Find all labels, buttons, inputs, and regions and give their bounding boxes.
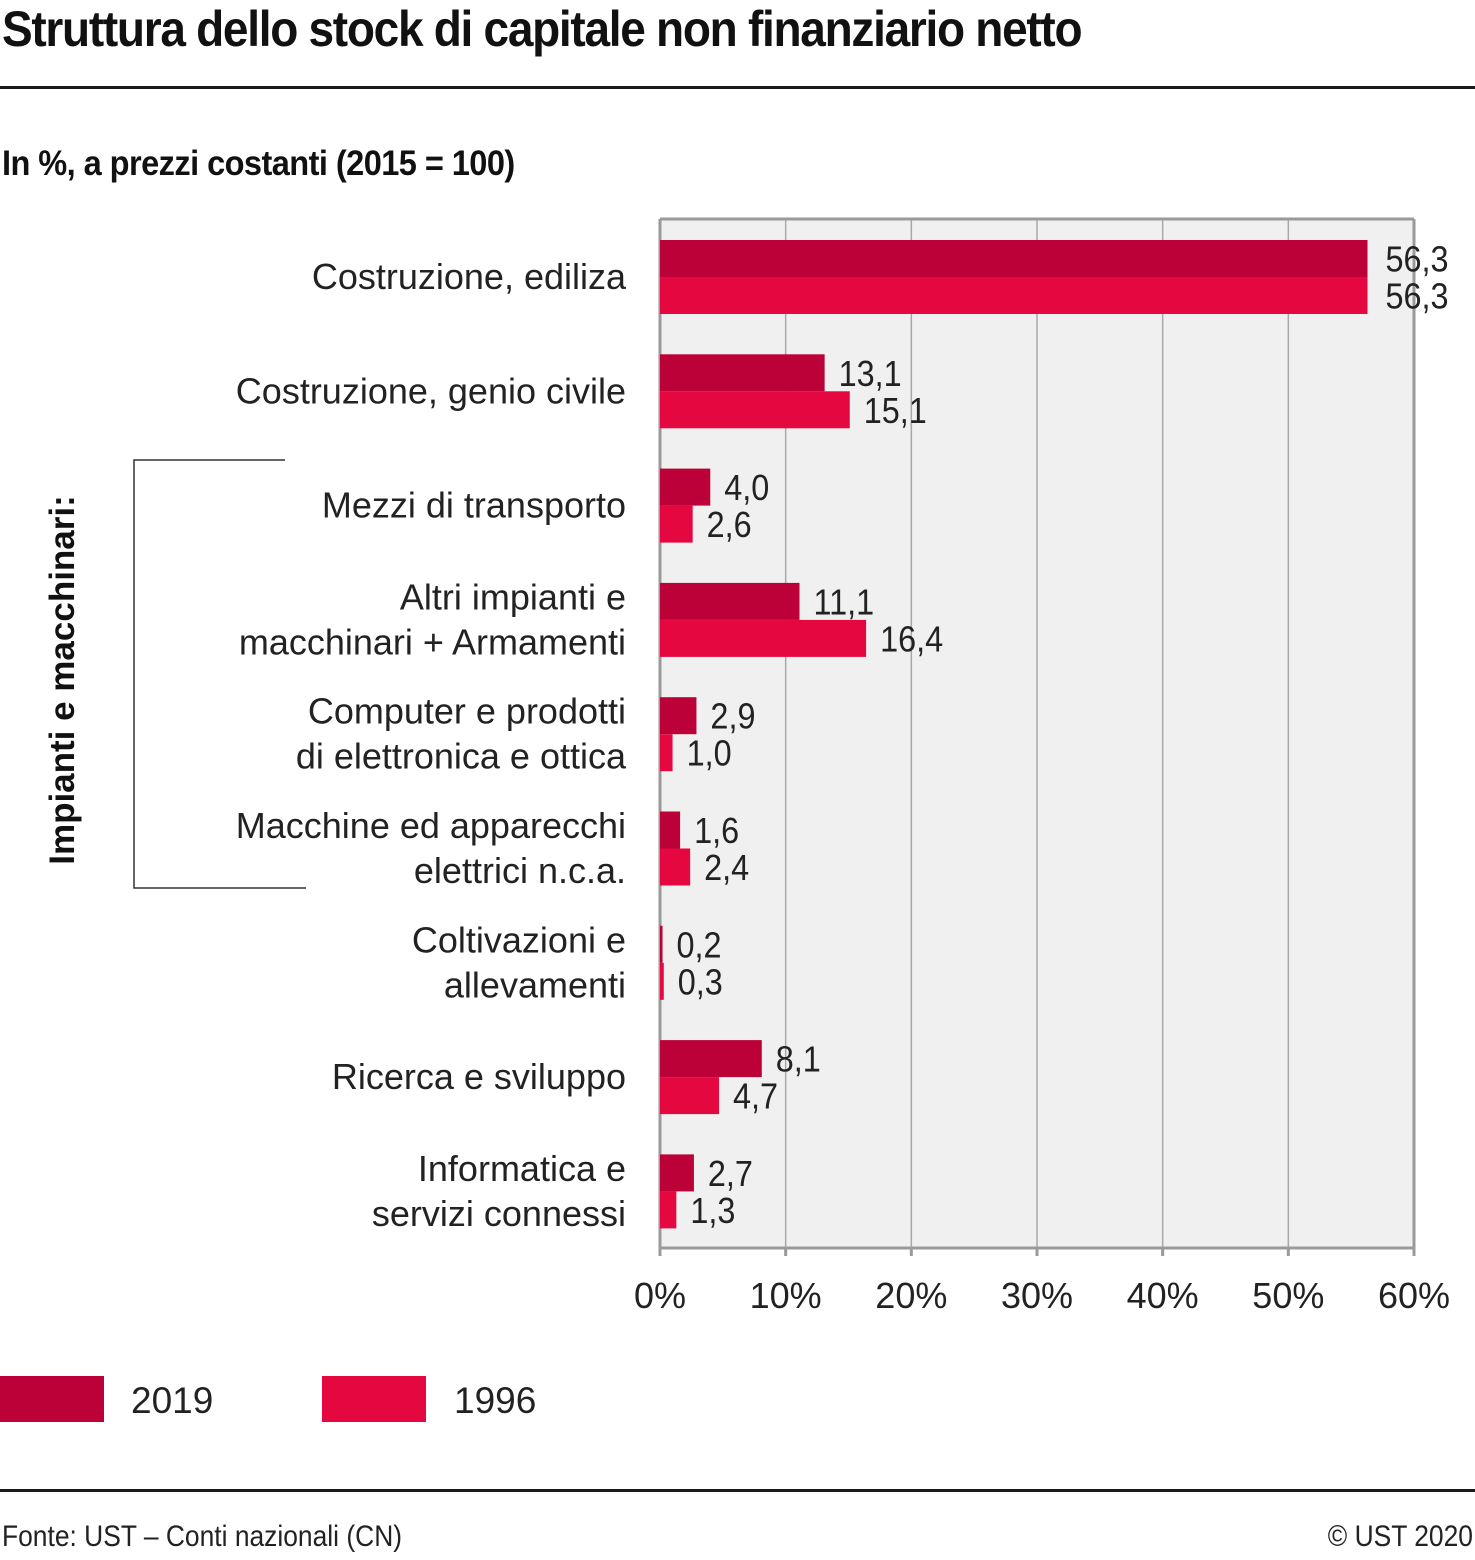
category-label: Ricerca e sviluppo <box>332 1056 626 1097</box>
category-label: elettrici n.c.a. <box>414 850 626 891</box>
legend-label-2019: 2019 <box>131 1380 214 1421</box>
value-label-2019: 0,2 <box>677 926 722 966</box>
category-label: Costruzione, genio civile <box>236 370 626 411</box>
value-label-1996: 2,6 <box>707 506 752 546</box>
value-label-2019: 8,1 <box>776 1040 821 1080</box>
bar-2019 <box>660 925 663 963</box>
bar-1996 <box>660 391 850 429</box>
category-label: allevamenti <box>444 964 626 1005</box>
bar-1996 <box>660 1077 720 1115</box>
bar-chart: 56,356,313,115,14,02,611,116,42,91,01,62… <box>43 217 1450 1316</box>
value-label-1996: 56,3 <box>1386 277 1449 317</box>
bar-1996 <box>660 1191 677 1229</box>
value-label-2019: 13,1 <box>839 354 902 394</box>
copyright-note: © UST 2020 <box>1327 1520 1473 1553</box>
bar-2019 <box>660 697 697 735</box>
legend-swatch-2019 <box>0 1376 104 1422</box>
bars <box>660 240 1368 1229</box>
value-label-2019: 2,9 <box>710 697 755 737</box>
value-label-2019: 56,3 <box>1386 240 1449 280</box>
category-label: Altri impianti e <box>400 576 626 617</box>
bar-1996 <box>660 277 1368 314</box>
x-axis: 0% 10% 20% 30% 40% 50% 60% <box>634 1246 1450 1316</box>
value-label-2019: 2,7 <box>708 1154 753 1194</box>
category-label: Informatica e <box>418 1148 626 1189</box>
bar-2019 <box>660 582 800 620</box>
footer-divider <box>0 1489 1475 1492</box>
category-label: di elettronica e ottica <box>296 736 627 777</box>
bar-2019 <box>660 1154 694 1192</box>
x-tick-label: 20% <box>875 1275 947 1316</box>
bar-2019 <box>660 240 1368 277</box>
x-tick-label: 0% <box>634 1275 686 1316</box>
source-note: Fonte: UST – Conti nazionali (CN) <box>2 1520 403 1553</box>
bar-1996 <box>660 962 664 1000</box>
chart-title: Struttura dello stock di capitale non fi… <box>2 1 1083 57</box>
group-bracket <box>133 459 306 889</box>
value-label-1996: 15,1 <box>864 391 927 431</box>
value-label-1996: 0,3 <box>678 963 723 1003</box>
bar-2019 <box>660 1040 762 1078</box>
legend-label-1996: 1996 <box>454 1380 537 1421</box>
category-label: Computer e prodotti <box>308 691 626 732</box>
category-labels: Costruzione, ediliza Costruzione, genio c… <box>236 256 627 1234</box>
value-label-2019: 1,6 <box>694 811 739 851</box>
value-label-1996: 1,3 <box>690 1191 735 1231</box>
value-label-1996: 1,0 <box>687 734 732 774</box>
x-tick-label: 50% <box>1252 1275 1324 1316</box>
category-label: Costruzione, ediliza <box>312 256 627 297</box>
value-labels: 56,356,313,115,14,02,611,116,42,91,01,62… <box>677 240 1449 1231</box>
bar-1996 <box>660 848 691 886</box>
bar-1996 <box>660 734 673 772</box>
value-label-1996: 4,7 <box>733 1077 778 1117</box>
category-label: servizi connessi <box>372 1193 626 1234</box>
x-tick-label: 30% <box>1001 1275 1073 1316</box>
bar-1996 <box>660 505 693 543</box>
value-label-2019: 11,1 <box>813 583 874 623</box>
category-label: Coltivazioni e <box>412 919 626 960</box>
chart-subtitle: In %, a prezzi costanti (2015 = 100) <box>2 144 515 183</box>
x-tick-label: 10% <box>750 1275 822 1316</box>
category-label: Mezzi di transporto <box>322 485 626 526</box>
x-tick-label: 60% <box>1378 1275 1450 1316</box>
value-label-2019: 4,0 <box>724 469 769 509</box>
bar-2019 <box>660 354 825 392</box>
legend-swatch-1996 <box>322 1376 426 1422</box>
group-label: Impianti e macchinari: <box>43 495 82 865</box>
category-label: macchinari + Armamenti <box>239 621 626 662</box>
bar-2019 <box>660 811 681 849</box>
value-label-1996: 2,4 <box>704 848 749 888</box>
title-divider <box>0 86 1475 89</box>
bar-1996 <box>660 619 867 657</box>
x-tick-label: 40% <box>1127 1275 1199 1316</box>
bar-2019 <box>660 468 711 506</box>
group-annotation: Impianti e macchinari: <box>43 459 306 889</box>
value-label-1996: 16,4 <box>880 620 943 660</box>
category-label: Macchine ed apparecchi <box>236 805 626 846</box>
